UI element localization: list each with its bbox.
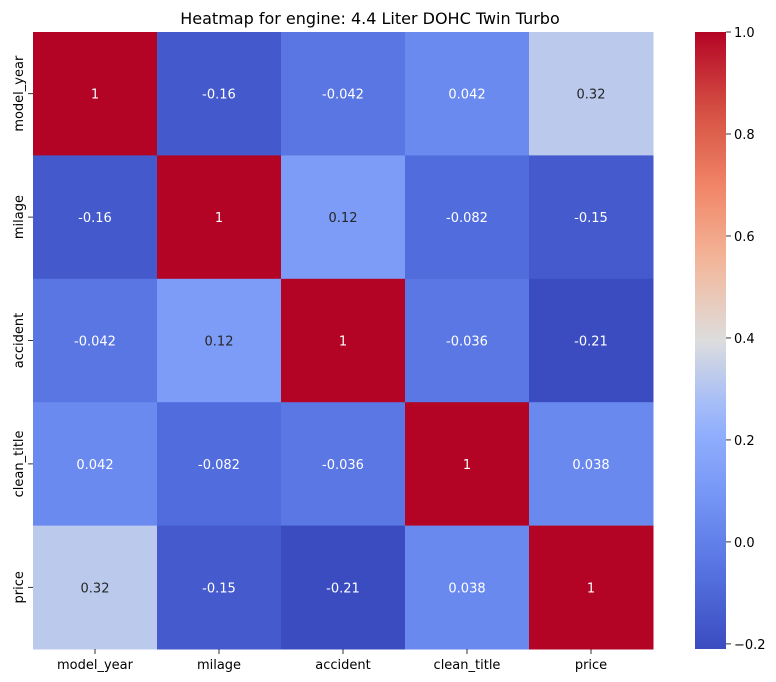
heatmap-cell: [529, 32, 654, 156]
heatmap-cell: [281, 525, 406, 650]
cell-value-label: 0.042: [76, 458, 113, 473]
x-tick-label: accident: [315, 658, 370, 673]
y-tick-label: price: [12, 571, 27, 603]
colorbar-tick-label: 1.0: [734, 26, 755, 41]
heatmap-cell: [33, 155, 158, 280]
cell-value-label: -0.15: [574, 211, 608, 226]
heatmap-cell: [529, 525, 654, 650]
cell-value-label: -0.082: [446, 211, 488, 226]
cell-value-label: -0.16: [78, 211, 112, 226]
colorbar-tick-label: 0.2: [734, 434, 755, 449]
cell-value-label: -0.21: [326, 581, 360, 596]
cell-value-label: -0.21: [574, 335, 608, 350]
x-tick-label: clean_title: [434, 658, 501, 673]
x-tick-label: model_year: [57, 658, 134, 673]
colorbar-tick-label: 0.4: [734, 332, 755, 347]
chart-title: Heatmap for engine: 4.4 Liter DOHC Twin …: [180, 9, 559, 28]
cell-value-label: -0.036: [446, 335, 488, 350]
cell-value-label: 0.042: [448, 88, 485, 103]
cell-value-label: 0.12: [205, 335, 234, 350]
heatmap-cell: [405, 278, 530, 403]
heatmap-cells: 1 -0.16 -0.042 0.042 0.32 -0.16 1 0.12 -0.082 -0.…: [33, 32, 654, 650]
cell-value-label: -0.036: [322, 458, 364, 473]
cell-value-label: -0.15: [202, 581, 236, 596]
heatmap-cell: [529, 155, 654, 280]
heatmap-cell: [33, 402, 158, 527]
cell-value-label: 1: [339, 335, 347, 350]
heatmap-cell: [529, 402, 654, 527]
cell-value-label: 0.32: [81, 581, 110, 596]
heatmap-cell: [405, 32, 530, 156]
x-axis: model_year milage accident clean_title price: [57, 649, 607, 673]
cell-value-label: 0.32: [577, 88, 606, 103]
colorbar-tick-label: −0.2: [734, 638, 766, 653]
heatmap-cell: [281, 402, 406, 527]
heatmap-cell: [405, 525, 530, 650]
y-tick-label: milage: [12, 195, 27, 239]
cell-value-label: -0.082: [198, 458, 240, 473]
heatmap-cell: [157, 402, 282, 527]
heatmap-cell: [405, 402, 530, 527]
heatmap-cell: [281, 32, 406, 156]
colorbar-tick-label: 0.8: [734, 128, 755, 143]
colorbar-gradient: [695, 32, 726, 649]
heatmap-cell: [157, 525, 282, 650]
cell-value-label: 0.038: [448, 581, 485, 596]
colorbar-tick-label: 0.6: [734, 230, 755, 245]
cell-value-label: -0.16: [202, 88, 236, 103]
x-tick-label: price: [575, 658, 607, 673]
y-tick-label: clean_title: [12, 430, 27, 497]
heatmap-cell: [529, 278, 654, 403]
heatmap-cell: [281, 155, 406, 280]
heatmap-cell: [157, 278, 282, 403]
heatmap-cell: [405, 155, 530, 280]
heatmap-cell: [33, 525, 158, 650]
cell-value-label: -0.042: [322, 88, 364, 103]
cell-value-label: -0.042: [74, 335, 116, 350]
y-tick-label: accident: [12, 313, 27, 368]
colorbar-tick-label: 0.0: [734, 536, 755, 551]
heatmap-cell: [157, 32, 282, 156]
cell-value-label: 1: [463, 458, 471, 473]
cell-value-label: 1: [91, 88, 99, 103]
cell-value-label: 1: [215, 211, 223, 226]
heatmap-cell: [33, 278, 158, 403]
cell-value-label: 1: [587, 581, 595, 596]
heatmap-cell: [33, 32, 158, 156]
cell-value-label: 0.12: [329, 211, 358, 226]
colorbar: −0.2 0.0 0.2 0.4 0.6 0.8 1.0: [695, 26, 766, 653]
y-tick-label: model_year: [12, 55, 27, 132]
heatmap-cell: [281, 278, 406, 403]
cell-value-label: 0.038: [572, 458, 609, 473]
x-tick-label: milage: [197, 658, 241, 673]
heatmap-cell: [157, 155, 282, 280]
